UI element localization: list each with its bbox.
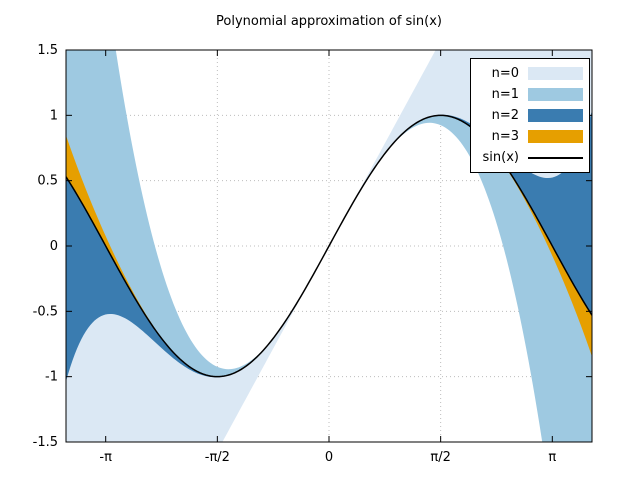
y-tick-label: 0 (50, 239, 58, 254)
legend-label: n=1 (491, 87, 519, 102)
x-tick-label: π/2 (430, 450, 450, 465)
legend-entry: n=2 (483, 105, 583, 126)
legend-label: n=2 (491, 108, 519, 123)
x-tick-label: -π/2 (205, 450, 230, 465)
legend-swatch (528, 109, 583, 122)
x-tick-label: 0 (325, 450, 333, 465)
legend-label: n=3 (491, 129, 519, 144)
x-tick-label: π (548, 450, 556, 465)
chart-title: Polynomial approximation of sin(x) (216, 14, 442, 29)
y-tick-label: -0.5 (33, 304, 58, 319)
y-tick-label: 0.5 (37, 174, 58, 189)
legend-label: sin(x) (482, 150, 519, 165)
legend: n=0 n=1 n=2 n=3 sin(x) (469, 58, 590, 173)
legend-entry: n=0 (483, 63, 583, 84)
legend-label: n=0 (491, 66, 519, 81)
band-n=1 (66, 50, 592, 442)
y-tick-label: 1.5 (37, 43, 58, 58)
legend-line-sample (528, 151, 583, 164)
legend-entry: n=1 (483, 84, 583, 105)
sin-line-sample (528, 156, 583, 159)
legend-entry: n=3 (483, 126, 583, 147)
legend-entry: sin(x) (483, 147, 583, 168)
y-tick-label: -1.5 (33, 435, 58, 450)
legend-swatch (528, 130, 583, 143)
legend-swatch (528, 67, 583, 80)
y-tick-label: -1 (45, 370, 58, 385)
legend-swatch (528, 88, 583, 101)
y-tick-label: 1 (50, 108, 58, 123)
x-tick-label: -π (99, 450, 112, 465)
